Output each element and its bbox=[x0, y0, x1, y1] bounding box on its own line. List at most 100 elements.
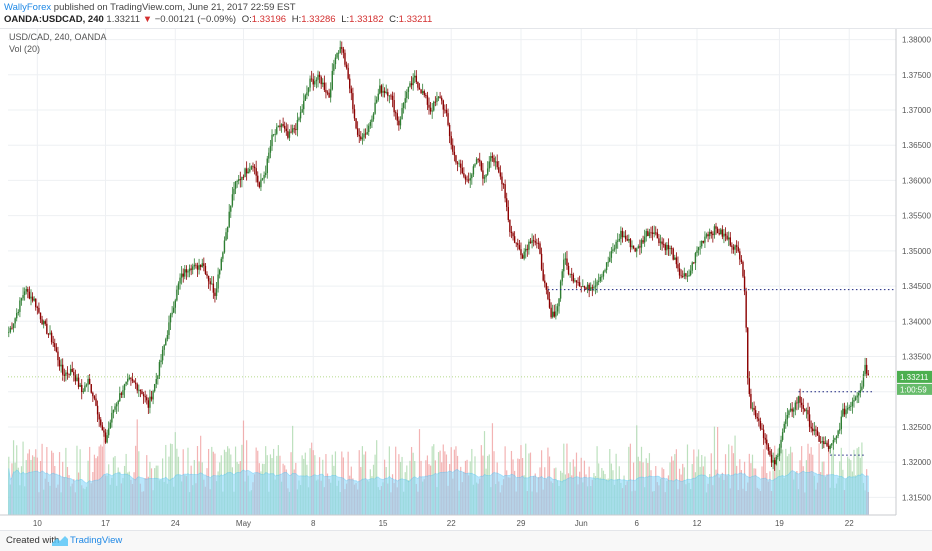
candle-body bbox=[288, 131, 291, 138]
candle-body bbox=[47, 333, 50, 335]
candle-body bbox=[534, 241, 536, 243]
candle-body bbox=[510, 231, 513, 234]
candle-body bbox=[523, 251, 525, 259]
candle-body bbox=[304, 95, 307, 101]
candle-body bbox=[715, 226, 717, 229]
candle-body bbox=[850, 406, 852, 407]
candle-body bbox=[702, 240, 705, 243]
candle-body bbox=[112, 409, 115, 413]
candle-body bbox=[57, 351, 59, 361]
candle-body bbox=[712, 233, 714, 236]
candle-body bbox=[629, 238, 632, 248]
candle-body bbox=[368, 125, 370, 132]
x-tick-label: 10 bbox=[33, 519, 42, 528]
candle-body bbox=[843, 408, 846, 415]
candle-body bbox=[544, 280, 546, 284]
candle-body bbox=[800, 402, 803, 406]
candle-body bbox=[724, 233, 727, 236]
brand-link[interactable]: TradingView bbox=[70, 535, 123, 546]
candle-body bbox=[528, 241, 530, 250]
candle-body bbox=[236, 180, 238, 182]
candle-body bbox=[597, 281, 600, 282]
candle-body bbox=[117, 401, 119, 405]
candle-body bbox=[758, 418, 760, 422]
candle-body bbox=[23, 291, 26, 296]
candle-body bbox=[636, 248, 638, 252]
candle-body bbox=[168, 322, 170, 336]
candle-body bbox=[831, 443, 833, 446]
y-tick-label: 1.31500 bbox=[902, 493, 931, 502]
candle-body bbox=[496, 161, 498, 168]
candle-body bbox=[762, 429, 765, 438]
candle-body bbox=[209, 281, 211, 285]
candle-body bbox=[661, 241, 663, 245]
volume-bar bbox=[292, 425, 294, 515]
candle-body bbox=[506, 198, 508, 207]
candle-body bbox=[282, 124, 284, 126]
candle-body bbox=[268, 152, 270, 159]
candle-body bbox=[136, 384, 138, 391]
candle-body bbox=[615, 241, 617, 249]
candle-body bbox=[349, 78, 351, 89]
x-tick-label: 17 bbox=[101, 519, 110, 528]
candle-body bbox=[555, 311, 557, 317]
candle-body bbox=[390, 95, 392, 97]
candle-body bbox=[336, 52, 338, 58]
candle-body bbox=[228, 211, 230, 227]
candle-body bbox=[139, 389, 142, 392]
candle-body bbox=[242, 176, 245, 178]
candle-body bbox=[766, 439, 768, 445]
candle-body bbox=[640, 240, 643, 248]
author-link[interactable]: WallyForex bbox=[4, 2, 52, 13]
candle-body bbox=[618, 238, 620, 241]
candle-body bbox=[677, 264, 679, 269]
candle-body bbox=[789, 408, 792, 411]
y-tick-label: 1.34000 bbox=[902, 317, 931, 326]
candle-body bbox=[269, 146, 272, 153]
candle-body bbox=[444, 109, 446, 111]
candle-body bbox=[472, 166, 475, 175]
candle-body bbox=[599, 276, 601, 282]
candle-body bbox=[322, 82, 324, 85]
candle-body bbox=[380, 85, 383, 93]
candle-body bbox=[754, 410, 757, 417]
candle-body bbox=[101, 425, 104, 431]
candle-body bbox=[591, 287, 594, 289]
candle-body bbox=[347, 67, 349, 79]
candle-body bbox=[469, 178, 471, 181]
candle-body bbox=[9, 327, 12, 332]
volume-layer bbox=[8, 419, 869, 516]
candle-body bbox=[38, 307, 40, 313]
candle-body bbox=[791, 408, 793, 412]
chart-area[interactable]: 1.38000 1.37500 1.37000 1.36500 1.36000 1.355… bbox=[0, 29, 932, 529]
candle-body bbox=[678, 268, 681, 276]
candle-body bbox=[314, 81, 316, 85]
candle-body bbox=[440, 97, 443, 101]
candle-body bbox=[303, 100, 305, 110]
price-chart[interactable]: 1.38000 1.37500 1.37000 1.36500 1.36000 1.355… bbox=[0, 29, 932, 529]
candle-body bbox=[701, 240, 703, 247]
candle-body bbox=[553, 311, 555, 317]
candle-body bbox=[823, 441, 825, 445]
candle-body bbox=[747, 327, 749, 379]
candle-body bbox=[337, 52, 340, 54]
publish-line: WallyForex published on TradingView.com,… bbox=[4, 2, 296, 13]
candle-body bbox=[33, 298, 35, 301]
candle-body bbox=[16, 313, 18, 319]
candle-body bbox=[96, 405, 99, 415]
candle-body bbox=[453, 151, 456, 156]
candle-body bbox=[594, 285, 597, 287]
candle-body bbox=[187, 271, 189, 273]
candle-body bbox=[291, 128, 294, 133]
candle-body bbox=[146, 397, 148, 401]
candle-body bbox=[372, 113, 375, 120]
candle-body bbox=[812, 428, 814, 432]
candle-body bbox=[122, 390, 124, 395]
candle-body bbox=[650, 232, 652, 234]
candle-body bbox=[201, 263, 203, 267]
candle-body bbox=[79, 384, 81, 387]
candle-body bbox=[797, 396, 800, 404]
candle-body bbox=[218, 270, 221, 275]
candle-body bbox=[867, 373, 869, 376]
candle-body bbox=[764, 437, 766, 440]
